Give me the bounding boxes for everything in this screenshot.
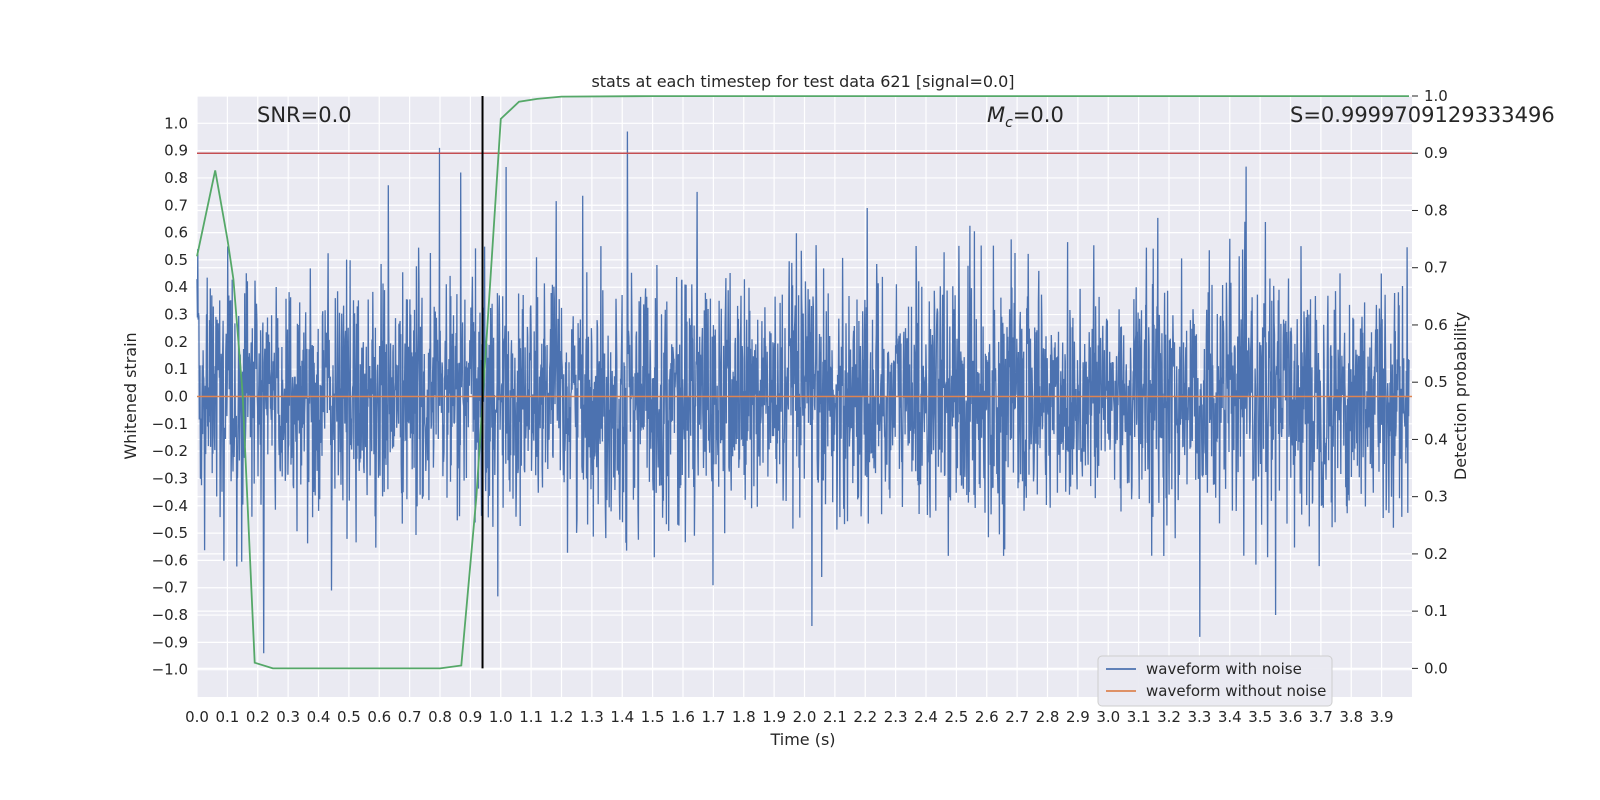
legend-label-clean: waveform without noise [1146,682,1326,700]
y2-tick-labels: 1.0 0.9 0.8 0.7 0.6 0.5 0.4 0.3 0.2 0.1 0.0 [1412,87,1448,677]
x-tick-label: 1.3 [580,708,604,726]
y-tick-label: 0.5 [164,251,188,269]
x-tick-label: 3.6 [1279,708,1303,726]
series-waveform-with-noise [196,131,1410,654]
y2-tick-label: 0.5 [1424,373,1448,391]
x-tick-label: 1.6 [671,708,695,726]
legend: waveform with noise waveform without noi… [1097,655,1333,707]
y-tick-label: 1.0 [164,114,188,132]
x-tick-label: 3.1 [1127,708,1151,726]
y-tick-label: −0.3 [152,469,188,487]
y2-tick-label: 0.0 [1424,659,1448,677]
x-tick-label: 2.6 [975,708,999,726]
x-tick-label: 2.9 [1066,708,1090,726]
x-tick-label: 3.5 [1248,708,1272,726]
y2-tick-label: 0.2 [1424,545,1448,563]
y-tick-label: −0.6 [152,551,188,569]
x-tick-label: 1.0 [489,708,513,726]
x-tick-label: 2.1 [823,708,847,726]
x-tick-label: 0.6 [367,708,391,726]
y2-tick-label: 0.6 [1424,316,1448,334]
x-tick-label: 1.4 [610,708,634,726]
x-tick-label: 3.8 [1339,708,1363,726]
y2-tick-label: 0.1 [1424,602,1448,620]
y-tick-label: −1.0 [152,661,188,679]
y-tick-label: −0.8 [152,606,188,624]
x-tick-label: 1.2 [550,708,574,726]
x-tick-label: 3.0 [1096,708,1120,726]
noise-trace [196,131,1410,654]
y2-tick-label: 0.3 [1424,488,1448,506]
x-tick-label: 2.0 [793,708,817,726]
x-tick-label: 2.2 [853,708,877,726]
x-tick-label: 0.0 [185,708,209,726]
y-tick-label: −0.9 [152,633,188,651]
mc-annotation: Mc=0.0 [987,103,1064,131]
y-tick-label: −0.2 [152,442,188,460]
y-axis-label: Whitened strain [121,332,140,459]
y-tick-label: 0.3 [164,306,188,324]
y-tick-label: 0.1 [164,360,188,378]
y-tick-label: 0.7 [164,196,188,214]
mc-value: =0.0 [1013,103,1064,127]
y-tick-label: −0.7 [152,579,188,597]
y-tick-label: 0.8 [164,169,188,187]
y2-tick-label: 0.8 [1424,201,1448,219]
legend-label-noise: waveform with noise [1146,660,1302,678]
x-tick-label: 1.5 [641,708,665,726]
x-tick-label: 0.5 [337,708,361,726]
mc-symbol: M [987,103,1005,127]
x-tick-label: 0.8 [428,708,452,726]
y-tick-label: 0.9 [164,142,188,160]
x-tick-label: 2.3 [884,708,908,726]
x-tick-label: 0.7 [398,708,422,726]
x-tick-label: 3.4 [1218,708,1242,726]
x-tick-label: 0.4 [307,708,331,726]
x-tick-label: 2.4 [914,708,938,726]
y-tick-labels: 1.0 0.9 0.8 0.7 0.6 0.5 0.4 0.3 0.2 0.1 0.0 −0.1 −0.… [152,114,188,678]
y2-tick-label: 0.7 [1424,259,1448,277]
x-tick-label: 3.7 [1309,708,1333,726]
x-tick-label: 3.9 [1370,708,1394,726]
y2-tick-label: 1.0 [1424,87,1448,105]
y-tick-label: 0.0 [164,388,188,406]
x-tick-label: 3.3 [1187,708,1211,726]
x-tick-label: 1.8 [732,708,756,726]
x-tick-label: 0.9 [458,708,482,726]
x-tick-labels: 0.0 0.1 0.2 0.3 0.4 0.5 0.6 0.7 0.8 0.9 1.0 1.1 1.2 1… [185,708,1393,726]
x-tick-label: 2.7 [1005,708,1029,726]
x-tick-label: 0.2 [246,708,270,726]
x-tick-label: 1.7 [701,708,725,726]
x-tick-label: 1.1 [519,708,543,726]
legend-box [1097,655,1333,707]
snr-annotation: SNR=0.0 [257,103,352,127]
x-axis-label: Time (s) [769,730,835,749]
x-tick-label: 0.1 [215,708,239,726]
y-tick-label: −0.1 [152,415,188,433]
y2-axis-label: Detection probability [1451,312,1470,480]
x-tick-label: 1.9 [762,708,786,726]
s-value: S=0.9999709129333496 [1290,103,1555,127]
s-annotation: S=0.9999709129333496 [1290,103,1555,127]
x-tick-label: 3.2 [1157,708,1181,726]
y-tick-label: 0.6 [164,224,188,242]
series-detection-probability [196,95,1409,670]
chart-title: stats at each timestep for test data 621… [591,72,1014,91]
y2-tick-label: 0.4 [1424,430,1448,448]
mc-subscript: c [1005,115,1013,131]
y-tick-label: 0.2 [164,333,188,351]
x-tick-label: 0.3 [276,708,300,726]
x-tick-label: 2.5 [944,708,968,726]
y-tick-label: −0.5 [152,524,188,542]
x-tick-label: 2.8 [1036,708,1060,726]
y2-tick-label: 0.9 [1424,144,1448,162]
y-tick-label: 0.4 [164,278,188,296]
y-tick-label: −0.4 [152,497,188,515]
